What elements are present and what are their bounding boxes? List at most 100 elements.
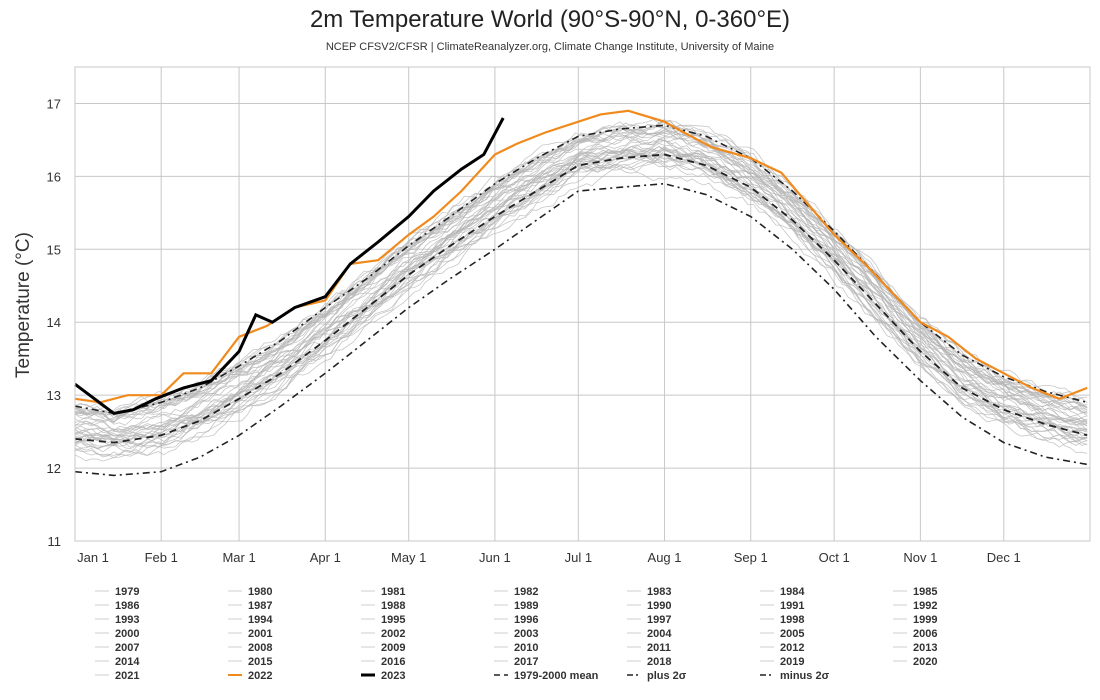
legend-label: 2001 — [248, 628, 272, 640]
legend-label: 1983 — [647, 586, 671, 598]
y-tick-label: 16 — [47, 169, 61, 184]
legend-label: 2021 — [115, 670, 139, 682]
x-tick-label: Mar 1 — [222, 550, 255, 565]
x-tick-label: Jun 1 — [479, 550, 511, 565]
y-tick-label: 14 — [47, 315, 61, 330]
legend-label: 1990 — [647, 600, 671, 612]
legend-label: minus 2σ — [780, 670, 830, 682]
legend-label: 1982 — [514, 586, 538, 598]
x-tick-label: Jul 1 — [565, 550, 592, 565]
legend-label: 2006 — [913, 628, 937, 640]
series-lines — [74, 109, 1088, 477]
year-line-2005 — [74, 132, 1088, 434]
x-tick-label: Nov 1 — [903, 550, 937, 565]
legend-label: 1996 — [514, 614, 538, 626]
legend-label: 1989 — [514, 600, 538, 612]
year-line-2004 — [74, 139, 1088, 430]
legend-label: 1980 — [248, 586, 272, 598]
legend-label: 1981 — [381, 586, 405, 598]
legend-label: 2000 — [115, 628, 139, 640]
legend-label: 2013 — [913, 642, 937, 654]
year-line-2000 — [74, 136, 1088, 439]
chart-title: 2m Temperature World (90°S-90°N, 0-360°E… — [309, 6, 791, 33]
legend-label: 2012 — [780, 642, 804, 654]
x-tick-labels: Jan 1 Feb 1 Mar 1 Apr 1 May 1 Jun 1 Jul 1 Aug 1… — [77, 550, 1021, 565]
x-tick-label: Apr 1 — [310, 550, 341, 565]
legend-label: 2004 — [647, 628, 672, 640]
legend-label: 2022 — [248, 670, 272, 682]
year-line-2003 — [74, 137, 1088, 432]
year-line-2020 — [74, 118, 1088, 424]
legend-label: 2010 — [514, 642, 538, 654]
year-line-2012 — [74, 123, 1088, 421]
x-tick-label: Oct 1 — [819, 550, 850, 565]
legend-label: 2007 — [115, 642, 139, 654]
year-line-1979 — [74, 163, 1088, 462]
y-tick-label: 11 — [48, 534, 62, 549]
plot-frame — [74, 66, 1091, 542]
year-line-1981 — [74, 152, 1088, 453]
y-tick-label: 13 — [47, 388, 61, 403]
legend-label: 1999 — [913, 614, 937, 626]
x-tick-label: May 1 — [391, 550, 426, 565]
legend-label: 2003 — [514, 628, 538, 640]
legend-label: 2009 — [381, 642, 405, 654]
legend-label: 2015 — [248, 656, 272, 668]
x-tick-label: Feb 1 — [145, 550, 178, 565]
year-line-1993 — [74, 148, 1088, 434]
year-line-2006 — [74, 136, 1088, 437]
legend-label: 2023 — [381, 670, 405, 682]
year-line-1986 — [74, 150, 1088, 456]
legend-label: 2005 — [780, 628, 804, 640]
legend-label: 2016 — [381, 656, 405, 668]
year-line-1997 — [74, 145, 1088, 450]
year-line-1988 — [74, 151, 1088, 441]
legend-label: 2017 — [514, 656, 538, 668]
y-tick-labels: 11 12 13 14 15 16 17 — [47, 96, 61, 549]
chart-subtitle: NCEP CFSV2/CFSR | ClimateReanalyzer.org,… — [325, 41, 775, 53]
legend-label: 1987 — [248, 600, 272, 612]
legend-label: 1986 — [115, 600, 139, 612]
legend-label: 2002 — [381, 628, 405, 640]
series-line-minus-2- — [74, 182, 1088, 477]
legend-label: 1988 — [381, 600, 405, 612]
y-tick-label: 12 — [47, 461, 61, 476]
legend-label: 2020 — [913, 656, 937, 668]
legend: 1979 1980 1981 1982 1983 1984 1985 1986 1987 1988… — [95, 586, 937, 682]
legend-label: 1993 — [115, 614, 139, 626]
legend-label: 1979-2000 mean — [514, 670, 599, 682]
year-line-1987 — [74, 161, 1088, 449]
legend-label: 1992 — [913, 600, 937, 612]
series-line-1979-2000-mean — [74, 153, 1088, 444]
legend-label: 1997 — [647, 614, 671, 626]
legend-label: 1985 — [913, 586, 937, 598]
year-line-1998 — [74, 145, 1088, 434]
legend-label: 2018 — [647, 656, 671, 668]
legend-label: 1979 — [115, 586, 139, 598]
legend-label: 2019 — [780, 656, 804, 668]
year-line-1992 — [74, 152, 1088, 442]
x-tick-label: Sep 1 — [734, 550, 768, 565]
legend-label: 2014 — [115, 656, 140, 668]
year-line-1996 — [74, 151, 1088, 435]
x-tick-label: Aug 1 — [648, 550, 682, 565]
year-line-2001 — [74, 146, 1088, 442]
legend-label: 2008 — [248, 642, 272, 654]
year-line-2002 — [74, 135, 1088, 426]
year-line-1999 — [74, 148, 1088, 437]
legend-label: 1995 — [381, 614, 405, 626]
legend-label: 2011 — [647, 642, 671, 654]
legend-label: 1984 — [780, 586, 805, 598]
year-line-1989 — [74, 154, 1088, 446]
year-line-2016 — [74, 120, 1088, 415]
legend-label: 1994 — [248, 614, 273, 626]
y-tick-label: 15 — [47, 242, 61, 257]
legend-label: 1991 — [780, 600, 804, 612]
x-tick-label: Dec 1 — [987, 550, 1021, 565]
year-line-1984 — [74, 162, 1088, 458]
y-tick-label: 17 — [47, 96, 61, 111]
x-tick-label: Jan 1 — [77, 550, 109, 565]
series-line-2023 — [74, 117, 505, 415]
legend-label: 1998 — [780, 614, 804, 626]
